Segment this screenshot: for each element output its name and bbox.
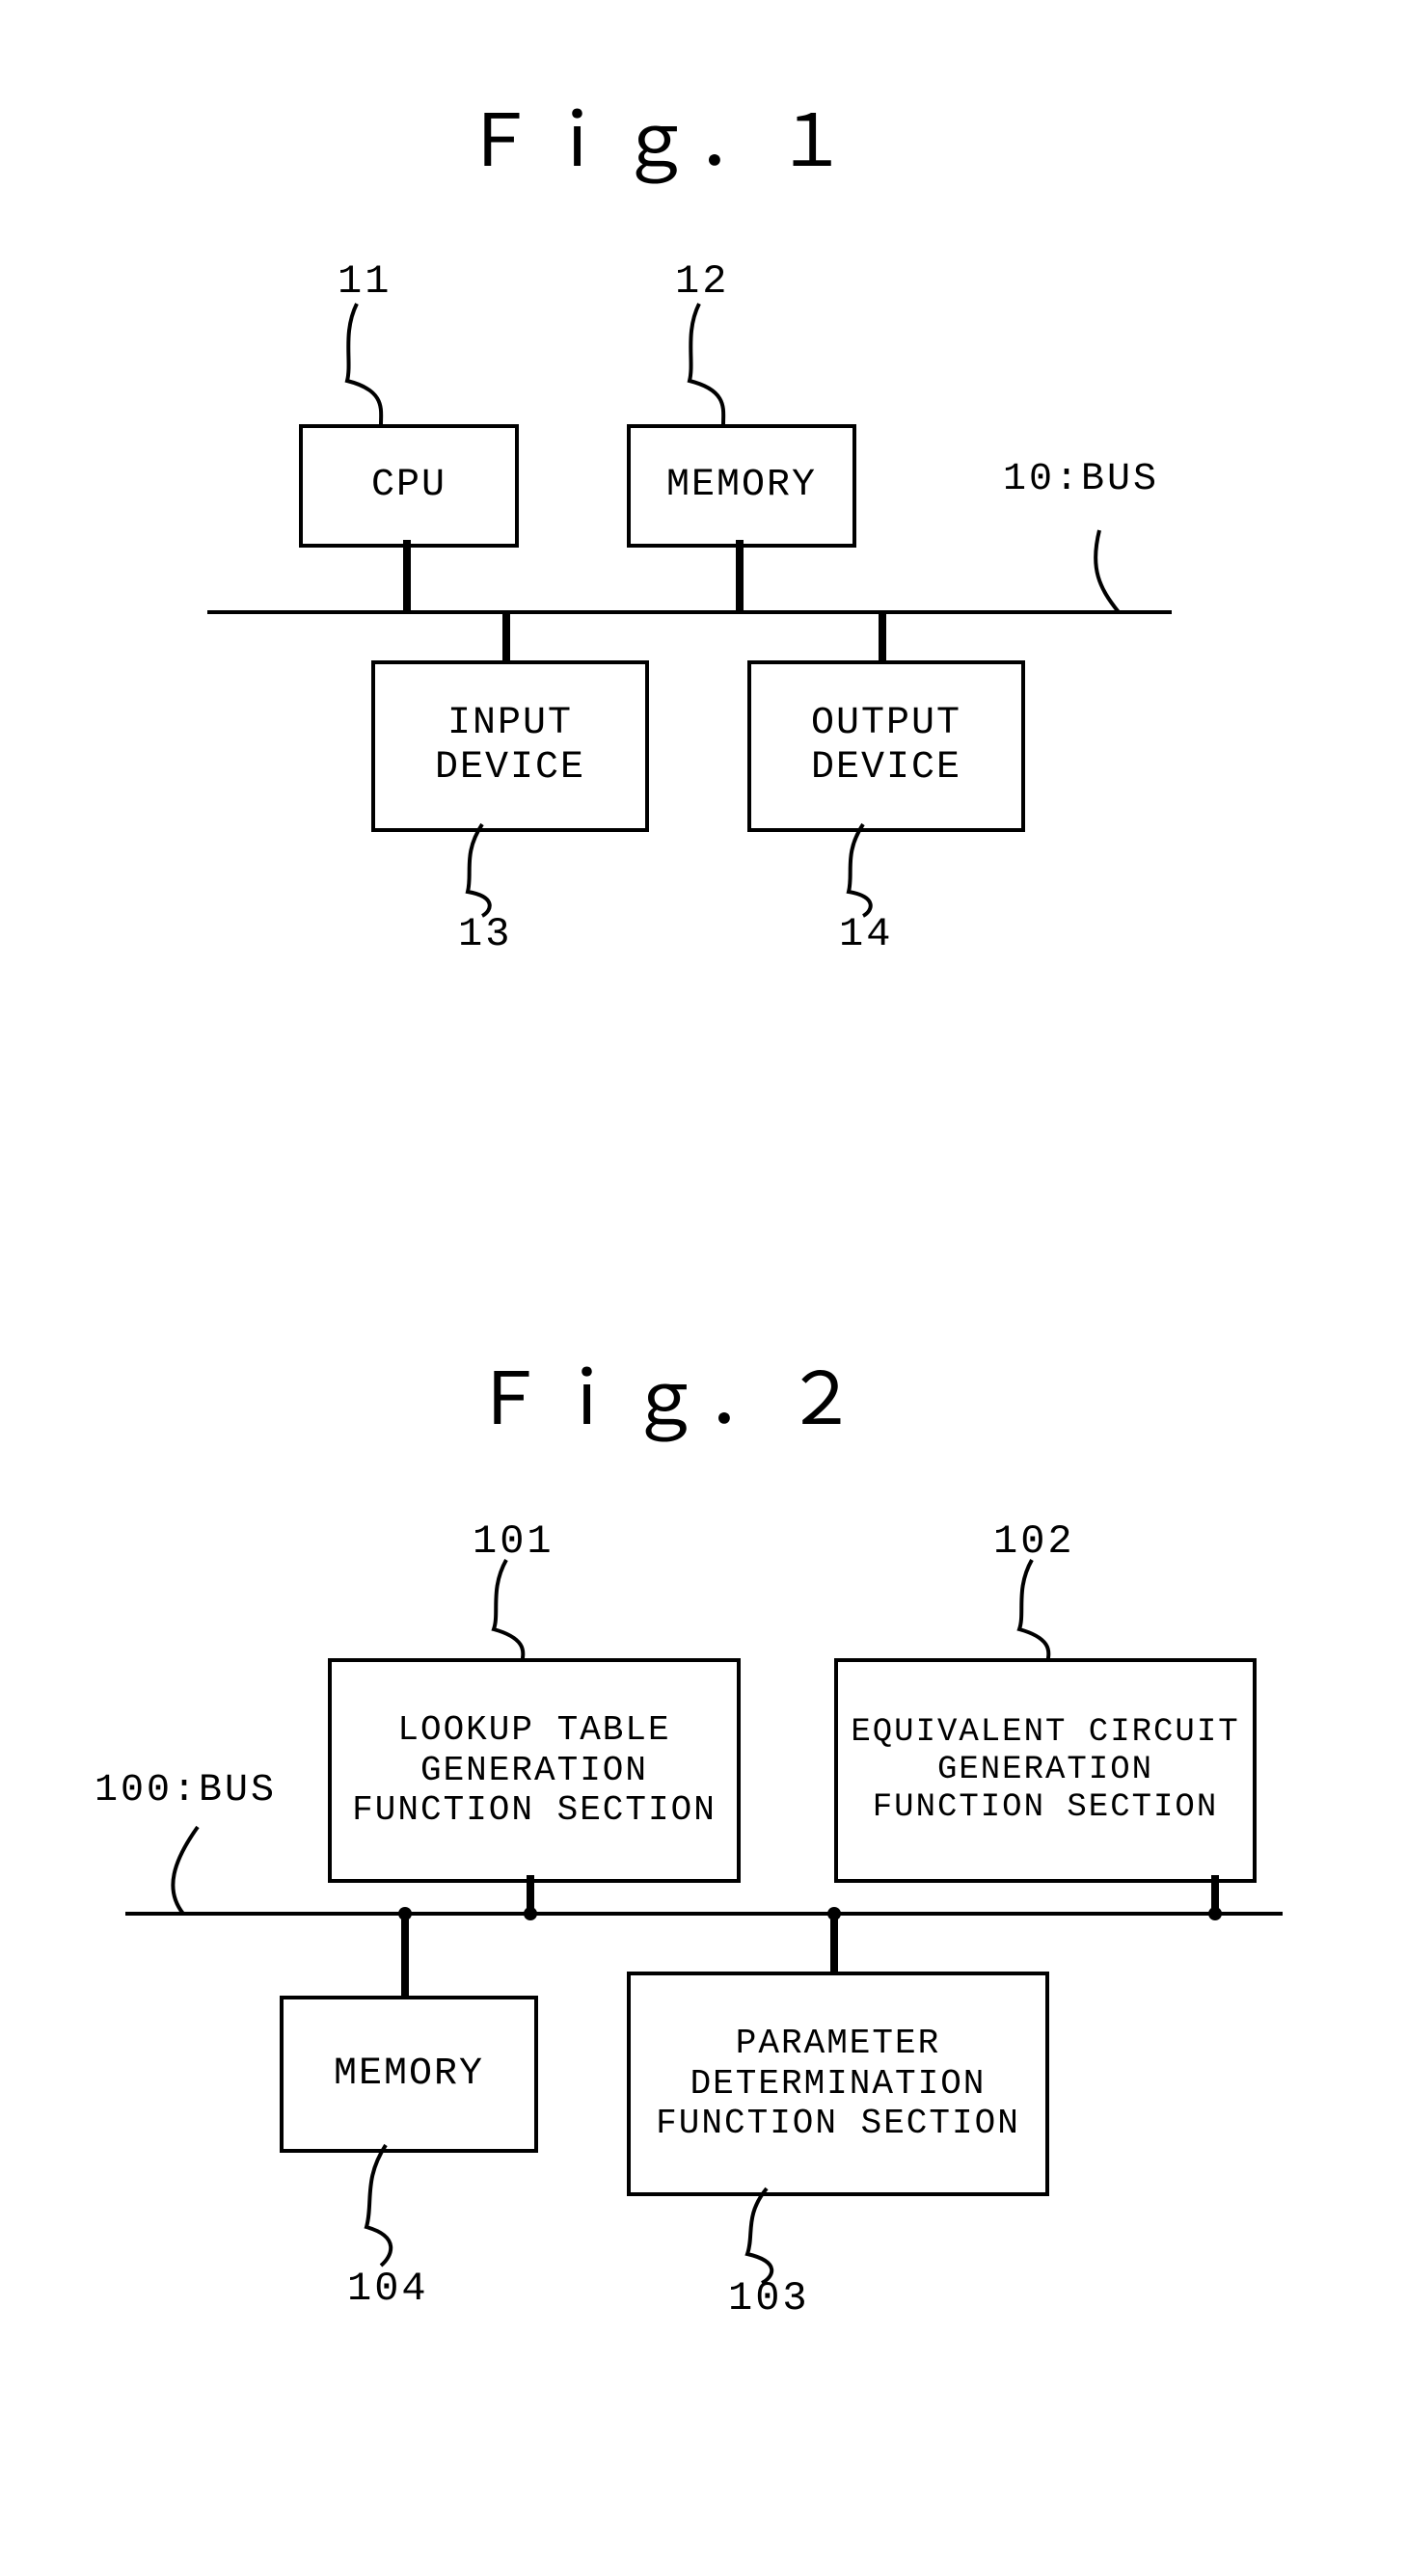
fig2-leader-102 bbox=[1008, 1560, 1085, 1662]
fig2-equiv-box: EQUIVALENT CIRCUIT GENERATION FUNCTION S… bbox=[834, 1658, 1257, 1883]
fig2-memory-text: MEMORY bbox=[334, 2053, 484, 2097]
fig2-leader-104 bbox=[352, 2145, 429, 2270]
fig2-bus-label: 100:BUS bbox=[95, 1769, 277, 1812]
fig1-leader-14 bbox=[834, 824, 911, 921]
fig1-ref-13: 13 bbox=[458, 911, 512, 957]
fig1-cpu-text: CPU bbox=[371, 464, 446, 508]
fig2-param-box: PARAMETER DETERMINATION FUNCTION SECTION bbox=[627, 1972, 1049, 2196]
fig1-stem-cpu bbox=[403, 540, 411, 612]
figure-2-title: Ｆｉｇ．２ bbox=[473, 1340, 863, 1446]
fig1-stem-output bbox=[879, 612, 886, 660]
fig2-memory-box: MEMORY bbox=[280, 1996, 538, 2153]
fig1-ref-14: 14 bbox=[839, 911, 893, 957]
fig1-cpu-box: CPU bbox=[299, 424, 519, 548]
fig1-bus-label: 10:BUS bbox=[1003, 458, 1159, 501]
fig2-dot-2 bbox=[524, 1907, 537, 1920]
fig1-stem-input bbox=[502, 612, 510, 660]
fig1-bus-line bbox=[207, 610, 1172, 614]
fig1-input-text: INPUT DEVICE bbox=[435, 702, 585, 791]
fig1-ref-11: 11 bbox=[338, 258, 392, 305]
fig2-equiv-text: EQUIVALENT CIRCUIT GENERATION FUNCTION S… bbox=[851, 1714, 1239, 1827]
fig2-ref-102: 102 bbox=[993, 1518, 1075, 1565]
fig2-stem-memory bbox=[401, 1914, 409, 1996]
fig2-leader-103 bbox=[733, 2188, 810, 2285]
fig1-input-box: INPUT DEVICE bbox=[371, 660, 649, 832]
fig1-output-box: OUTPUT DEVICE bbox=[747, 660, 1025, 832]
fig2-param-text: PARAMETER DETERMINATION FUNCTION SECTION bbox=[656, 2024, 1020, 2143]
fig1-leader-12 bbox=[680, 304, 757, 429]
fig1-bus-leader bbox=[1061, 511, 1177, 627]
fig2-dot-4 bbox=[1208, 1907, 1222, 1920]
fig2-lookup-text: LOOKUP TABLE GENERATION FUNCTION SECTION bbox=[352, 1710, 717, 1830]
fig2-ref-104: 104 bbox=[347, 2266, 429, 2312]
fig2-bus-leader bbox=[159, 1812, 236, 1920]
fig1-output-text: OUTPUT DEVICE bbox=[811, 702, 961, 791]
figure-1-title: Ｆｉｇ．１ bbox=[463, 82, 853, 188]
fig1-leader-13 bbox=[453, 824, 530, 921]
page: Ｆｉｇ．１ 10:BUS CPU MEMORY INPUT DEVICE OUT… bbox=[0, 0, 1407, 2576]
fig2-lookup-box: LOOKUP TABLE GENERATION FUNCTION SECTION bbox=[328, 1658, 741, 1883]
fig1-ref-12: 12 bbox=[675, 258, 729, 305]
fig2-bus-line bbox=[125, 1912, 1283, 1916]
fig2-stem-param bbox=[830, 1914, 838, 1972]
fig2-ref-103: 103 bbox=[728, 2275, 810, 2321]
fig1-memory-text: MEMORY bbox=[666, 464, 817, 508]
fig2-dot-3 bbox=[827, 1907, 841, 1920]
fig1-leader-11 bbox=[338, 304, 415, 429]
fig1-memory-box: MEMORY bbox=[627, 424, 856, 548]
fig2-dot-1 bbox=[398, 1907, 412, 1920]
fig2-leader-101 bbox=[482, 1560, 559, 1662]
fig1-stem-memory bbox=[736, 540, 744, 612]
fig2-ref-101: 101 bbox=[473, 1518, 555, 1565]
